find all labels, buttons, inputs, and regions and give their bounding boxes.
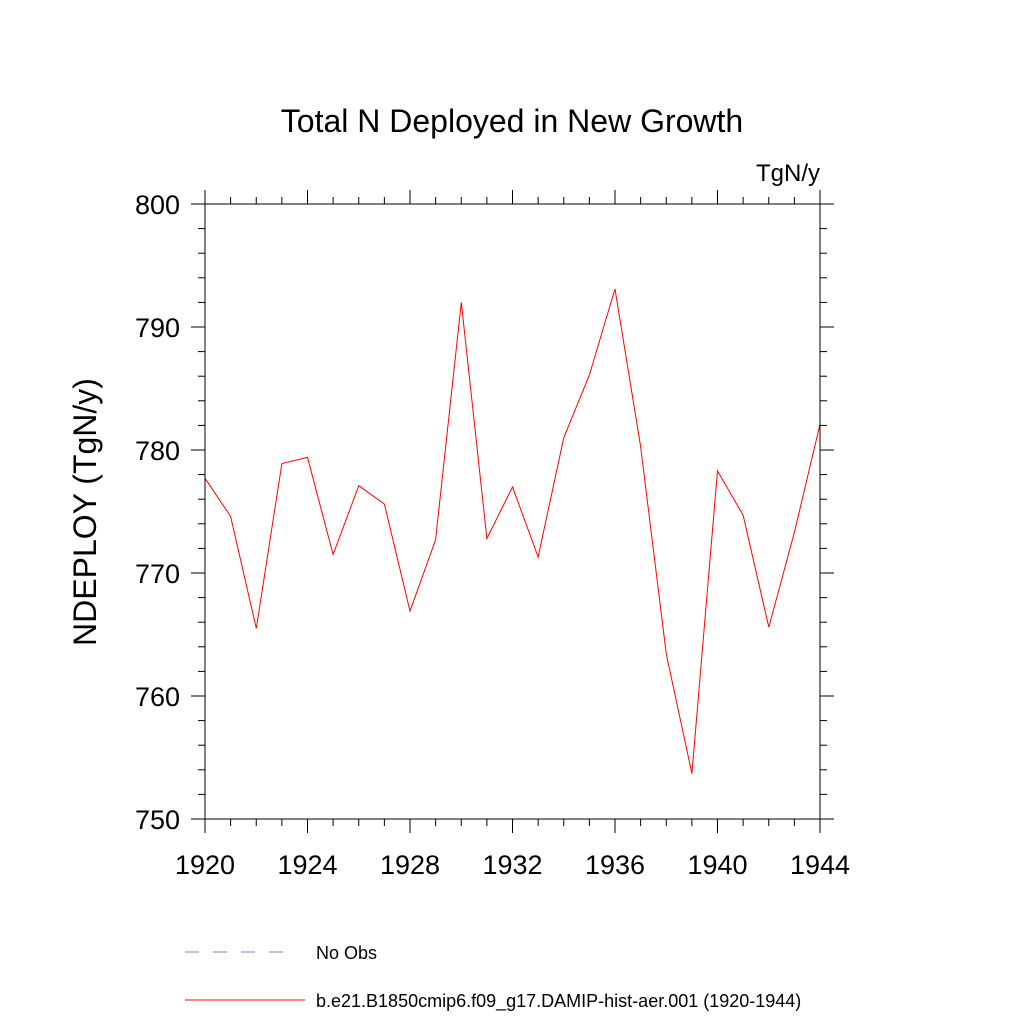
x-tick-label: 1924 [277,850,337,880]
y-tick-label: 750 [135,805,180,835]
legend-label: No Obs [316,943,377,963]
y-tick-label: 760 [135,682,180,712]
x-tick-label: 1920 [175,850,235,880]
x-tick-label: 1940 [687,850,747,880]
x-tick-label: 1932 [482,850,542,880]
chart-title: Total N Deployed in New Growth [281,103,743,139]
x-tick-label: 1944 [790,850,850,880]
y-axis-label: NDEPLOY (TgN/y) [67,378,103,646]
plot-frame [204,203,821,820]
axis-ticks [191,190,834,833]
x-tick-label: 1936 [585,850,645,880]
x-tick-label: 1928 [380,850,440,880]
y-tick-label: 800 [135,190,180,220]
y-tick-label: 780 [135,436,180,466]
legend-label: b.e21.B1850cmip6.f09_g17.DAMIP-hist-aer.… [316,991,801,1012]
units-label: TgN/y [756,160,820,187]
series-line-0 [204,288,821,774]
plot-lines [204,288,821,774]
legend: No Obs b.e21.B1850cmip6.f09_g17.DAMIP-his… [185,943,801,1012]
y-tick-label: 770 [135,559,180,589]
tick-labels: 1920 1924 1928 1932 1936 1940 1944 750 760 770 780… [135,190,850,880]
y-tick-label: 790 [135,313,180,343]
